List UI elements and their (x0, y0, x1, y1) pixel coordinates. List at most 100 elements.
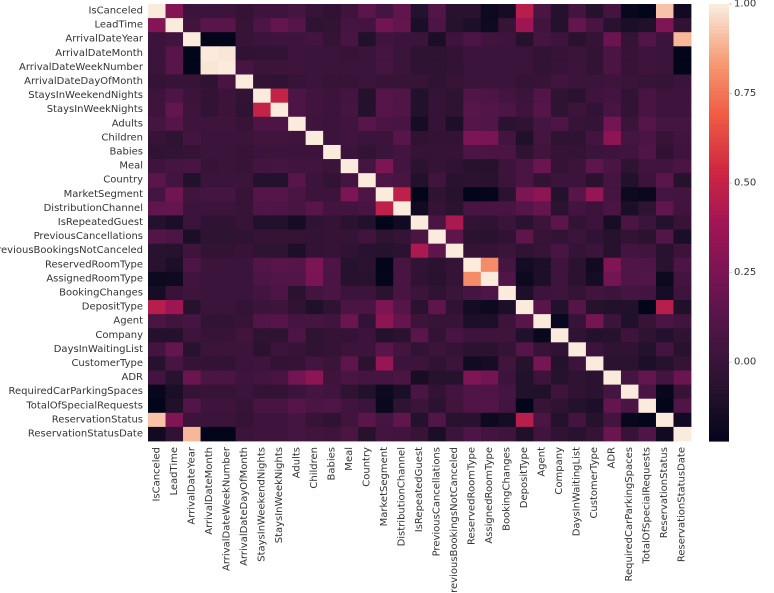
heatmap-cell (428, 74, 447, 89)
colorbar-segment (709, 273, 729, 278)
heatmap-cell (323, 144, 342, 160)
heatmap-cell (550, 257, 569, 273)
heatmap-cell (270, 4, 289, 19)
heatmap-cell (340, 173, 359, 188)
heatmap-cell (603, 215, 622, 230)
heatmap-cell (393, 328, 412, 343)
heatmap-cell (463, 88, 482, 104)
heatmap-cell (340, 314, 359, 329)
heatmap-cell (445, 285, 464, 301)
heatmap-cell (673, 159, 692, 174)
heatmap-cell (410, 144, 429, 160)
heatmap-cell (218, 398, 236, 414)
heatmap-cell (183, 314, 201, 329)
heatmap-cell (480, 398, 499, 414)
heatmap-cell (288, 187, 307, 202)
colorbar-segment (709, 18, 729, 23)
heatmap-cell (445, 60, 464, 75)
heatmap-cell (515, 342, 534, 357)
heatmap-cell (603, 271, 622, 287)
heatmap-cell (533, 215, 552, 230)
colorbar: 1.00 0.75 0.50 0.25 0.00 (709, 0, 756, 442)
heatmap-cell (358, 398, 377, 414)
colorbar-segment (709, 65, 729, 71)
heatmap-cell (253, 201, 272, 216)
heatmap-cell (515, 328, 534, 343)
heatmap-cell (463, 116, 482, 132)
heatmap-cell (288, 257, 307, 273)
heatmap-cell (445, 229, 464, 245)
x-tick-label: Company (554, 447, 565, 495)
heatmap-cell (200, 243, 219, 259)
heatmap-cell (480, 356, 499, 371)
heatmap-cell (148, 4, 166, 19)
heatmap-cell (375, 74, 394, 89)
colorbar-segment (709, 368, 729, 373)
heatmap-cell (428, 243, 447, 259)
heatmap-cell (533, 159, 552, 174)
heatmap-cell (393, 88, 412, 104)
heatmap-cell (550, 60, 569, 75)
heatmap-cell (200, 173, 219, 188)
heatmap-cell (340, 116, 359, 132)
heatmap-cell (165, 426, 184, 442)
heatmap-cell (305, 60, 324, 75)
heatmap-cell (323, 384, 342, 400)
heatmap-cell (428, 173, 447, 188)
heatmap-cell (498, 412, 517, 428)
heatmap-cell (323, 215, 342, 230)
heatmap-cell (480, 384, 499, 400)
colorbar-segment (709, 433, 729, 438)
heatmap-cell (323, 412, 342, 428)
heatmap-cell (568, 384, 587, 400)
heatmap-cell (305, 88, 324, 104)
heatmap-cell (655, 159, 674, 174)
colorbar-segment (709, 138, 729, 143)
heatmap-cell (165, 88, 184, 104)
heatmap-cell (305, 18, 324, 33)
heatmap-cell (428, 4, 447, 19)
heatmap-cell (375, 342, 394, 357)
colorbar-segment (709, 437, 729, 442)
heatmap-cell (183, 229, 201, 245)
heatmap-cell (340, 328, 359, 343)
heatmap-cell (568, 342, 587, 357)
heatmap-cell (428, 32, 447, 47)
heatmap-cell (253, 384, 272, 400)
heatmap-cell (393, 229, 412, 245)
heatmap-cell (585, 74, 604, 89)
heatmap-cell (375, 215, 394, 230)
heatmap-cell (463, 271, 482, 287)
heatmap-cell (533, 285, 552, 301)
heatmap-cell (585, 342, 604, 357)
heatmap-cell (200, 215, 219, 230)
heatmap-cell (305, 144, 324, 160)
colorbar-segment (709, 175, 729, 180)
heatmap-cell (655, 173, 674, 188)
heatmap-cell (305, 356, 324, 371)
heatmap-cell (428, 398, 447, 414)
heatmap-cell (673, 314, 692, 329)
heatmap-cell (148, 187, 166, 202)
heatmap-cell (638, 130, 657, 146)
colorbar-segment (709, 382, 729, 387)
heatmap-cell (515, 60, 534, 75)
colorbar-segment (709, 200, 729, 205)
heatmap-cell (200, 201, 219, 216)
heatmap-cell (463, 384, 482, 400)
heatmap-cell (463, 4, 482, 19)
heatmap-cell (253, 257, 272, 273)
heatmap-cell (270, 426, 289, 442)
heatmap-cell (358, 229, 377, 245)
heatmap-cell (585, 102, 604, 118)
heatmap-cell (603, 285, 622, 301)
heatmap-cell (323, 60, 342, 75)
heatmap-cell (445, 4, 464, 19)
colorbar-segment (709, 309, 729, 315)
heatmap-cell (655, 285, 674, 301)
heatmap-cell (323, 314, 342, 329)
x-tick-label: BookingChanges (502, 447, 513, 531)
heatmap-cell (323, 18, 342, 33)
heatmap-cell (673, 74, 692, 89)
